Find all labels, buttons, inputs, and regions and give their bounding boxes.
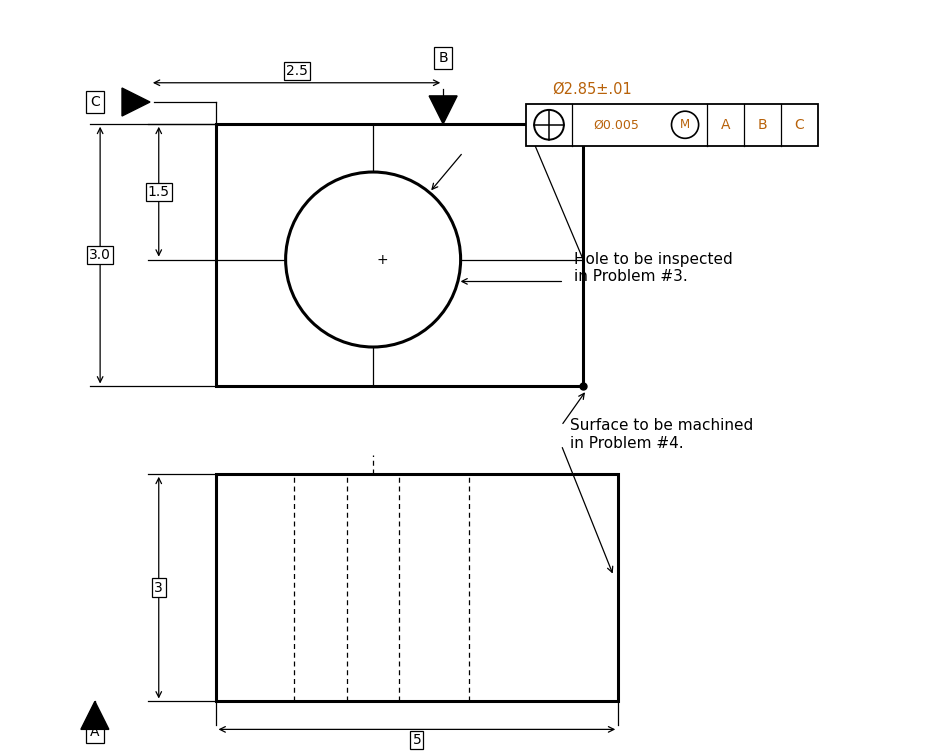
Text: M: M: [680, 118, 690, 131]
Bar: [216, 474, 618, 701]
Text: A: A: [721, 118, 730, 131]
Polygon shape: [81, 701, 109, 729]
Text: B: B: [438, 51, 448, 65]
Bar: [216, 124, 583, 386]
Bar: [526, 104, 817, 146]
Text: 3: 3: [154, 581, 163, 595]
Text: 3.0: 3.0: [89, 248, 111, 262]
Text: Ø0.005: Ø0.005: [593, 118, 639, 131]
Text: 2.5: 2.5: [286, 65, 308, 78]
Polygon shape: [429, 96, 458, 124]
Polygon shape: [122, 88, 150, 116]
Text: Ø2.85±.01: Ø2.85±.01: [552, 82, 632, 97]
Text: Surface to be machined
in Problem #4.: Surface to be machined in Problem #4.: [570, 418, 753, 451]
Text: C: C: [90, 95, 100, 109]
Circle shape: [534, 110, 564, 140]
Text: C: C: [794, 118, 804, 131]
Circle shape: [286, 172, 460, 347]
Text: Hole to be inspected
in Problem #3.: Hole to be inspected in Problem #3.: [575, 252, 733, 285]
Text: 1.5: 1.5: [148, 185, 170, 199]
Circle shape: [671, 111, 698, 138]
Text: A: A: [90, 725, 100, 739]
Text: B: B: [758, 118, 767, 131]
Text: +: +: [376, 252, 388, 267]
Text: 5: 5: [413, 733, 421, 747]
